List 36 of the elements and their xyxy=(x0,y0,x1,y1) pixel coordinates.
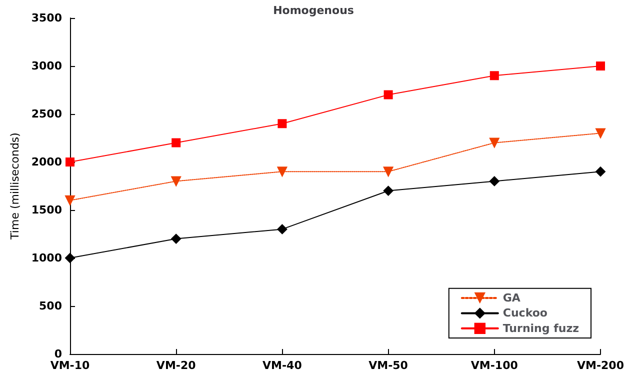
legend-label: GA xyxy=(502,292,521,304)
point xyxy=(489,176,500,186)
chart-title: Homogenous xyxy=(273,4,354,17)
y-tick-label: 3000 xyxy=(31,60,62,72)
point xyxy=(596,128,606,138)
point xyxy=(490,71,499,80)
x-tick-label: VM-40 xyxy=(262,359,302,372)
point xyxy=(171,176,182,186)
x-tick-label: VM-50 xyxy=(368,359,408,372)
point xyxy=(384,90,393,100)
point xyxy=(65,195,75,206)
point xyxy=(489,138,500,148)
y-tick-label: 0 xyxy=(54,348,62,360)
x-tick-label: VM-20 xyxy=(156,359,196,372)
x-tick-label: VM-200 xyxy=(577,359,624,372)
y-tick-label: 3500 xyxy=(31,12,62,24)
y-tick-label: 1500 xyxy=(31,204,62,216)
legend-label: Cuckoo xyxy=(502,306,548,320)
point xyxy=(383,186,394,196)
point xyxy=(171,234,182,244)
point xyxy=(278,119,287,128)
point xyxy=(383,166,394,177)
point xyxy=(66,158,74,166)
x-tick-label: VM-10 xyxy=(50,359,90,372)
y-tick-label: 500 xyxy=(39,300,62,312)
y-axis-title: Time (milliseconds) xyxy=(8,132,22,240)
y-tick-label: 2500 xyxy=(31,108,62,120)
x-tick-label: VM-100 xyxy=(470,359,518,372)
point xyxy=(596,62,606,70)
legend-label: Turning fuzz xyxy=(502,322,579,335)
point xyxy=(277,224,288,234)
point xyxy=(172,138,181,148)
point xyxy=(596,166,606,177)
y-tick-label: 1000 xyxy=(31,252,62,264)
y-tick-label: 2000 xyxy=(31,156,62,168)
point xyxy=(277,166,288,177)
